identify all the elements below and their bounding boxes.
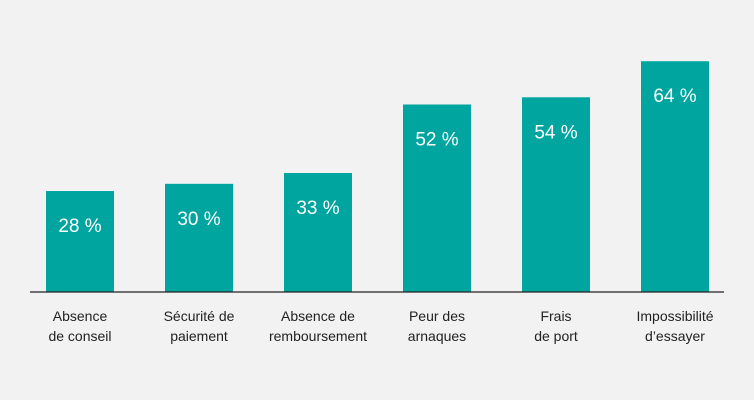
x-tick-label-line: Absence de	[281, 308, 355, 324]
x-tick-label-line: Peur des	[409, 308, 465, 324]
x-tick-label-line: Frais	[540, 308, 571, 324]
x-tick-label-1: Absence de conseil	[48, 308, 111, 344]
x-tick-label-line: de conseil	[48, 328, 111, 344]
x-tick-label-2: Sécurité de paiement	[164, 308, 235, 344]
bar-1	[46, 191, 114, 292]
x-tick-label-line: arnaques	[408, 328, 466, 344]
x-tick-label-4: Peur des arnaques	[408, 308, 466, 344]
x-tick-label-line: de port	[534, 328, 578, 344]
bar-value-label-1: 28 %	[58, 216, 101, 237]
x-tick-label-line: d’essayer	[645, 328, 705, 344]
bar-4	[403, 104, 471, 292]
bar-value-label-4: 52 %	[415, 129, 458, 150]
x-tick-label-6: Impossibilité d’essayer	[636, 308, 713, 344]
x-tick-labels: Absence de conseil Sécurité de paiement Abse…	[48, 308, 713, 344]
bar-3	[284, 173, 352, 292]
x-tick-label-line: Sécurité de	[164, 308, 235, 324]
x-tick-label-3: Absence de remboursement	[269, 308, 367, 344]
bar-value-label-6: 64 %	[653, 86, 696, 107]
bar-value-label-5: 54 %	[534, 122, 577, 143]
bar-5	[522, 97, 590, 292]
x-tick-label-5: Frais de port	[534, 308, 578, 344]
bar-6	[641, 61, 709, 292]
x-tick-label-line: remboursement	[269, 328, 367, 344]
bars-group: 28 % 30 % 33 % 52 % 54 % 64 %	[46, 61, 709, 292]
x-tick-label-line: paiement	[170, 328, 228, 344]
x-tick-label-line: Absence	[53, 308, 108, 324]
bar-2	[165, 183, 233, 292]
bar-value-label-3: 33 %	[296, 198, 339, 219]
bar-value-label-2: 30 %	[177, 209, 220, 230]
x-tick-label-line: Impossibilité	[636, 308, 713, 324]
